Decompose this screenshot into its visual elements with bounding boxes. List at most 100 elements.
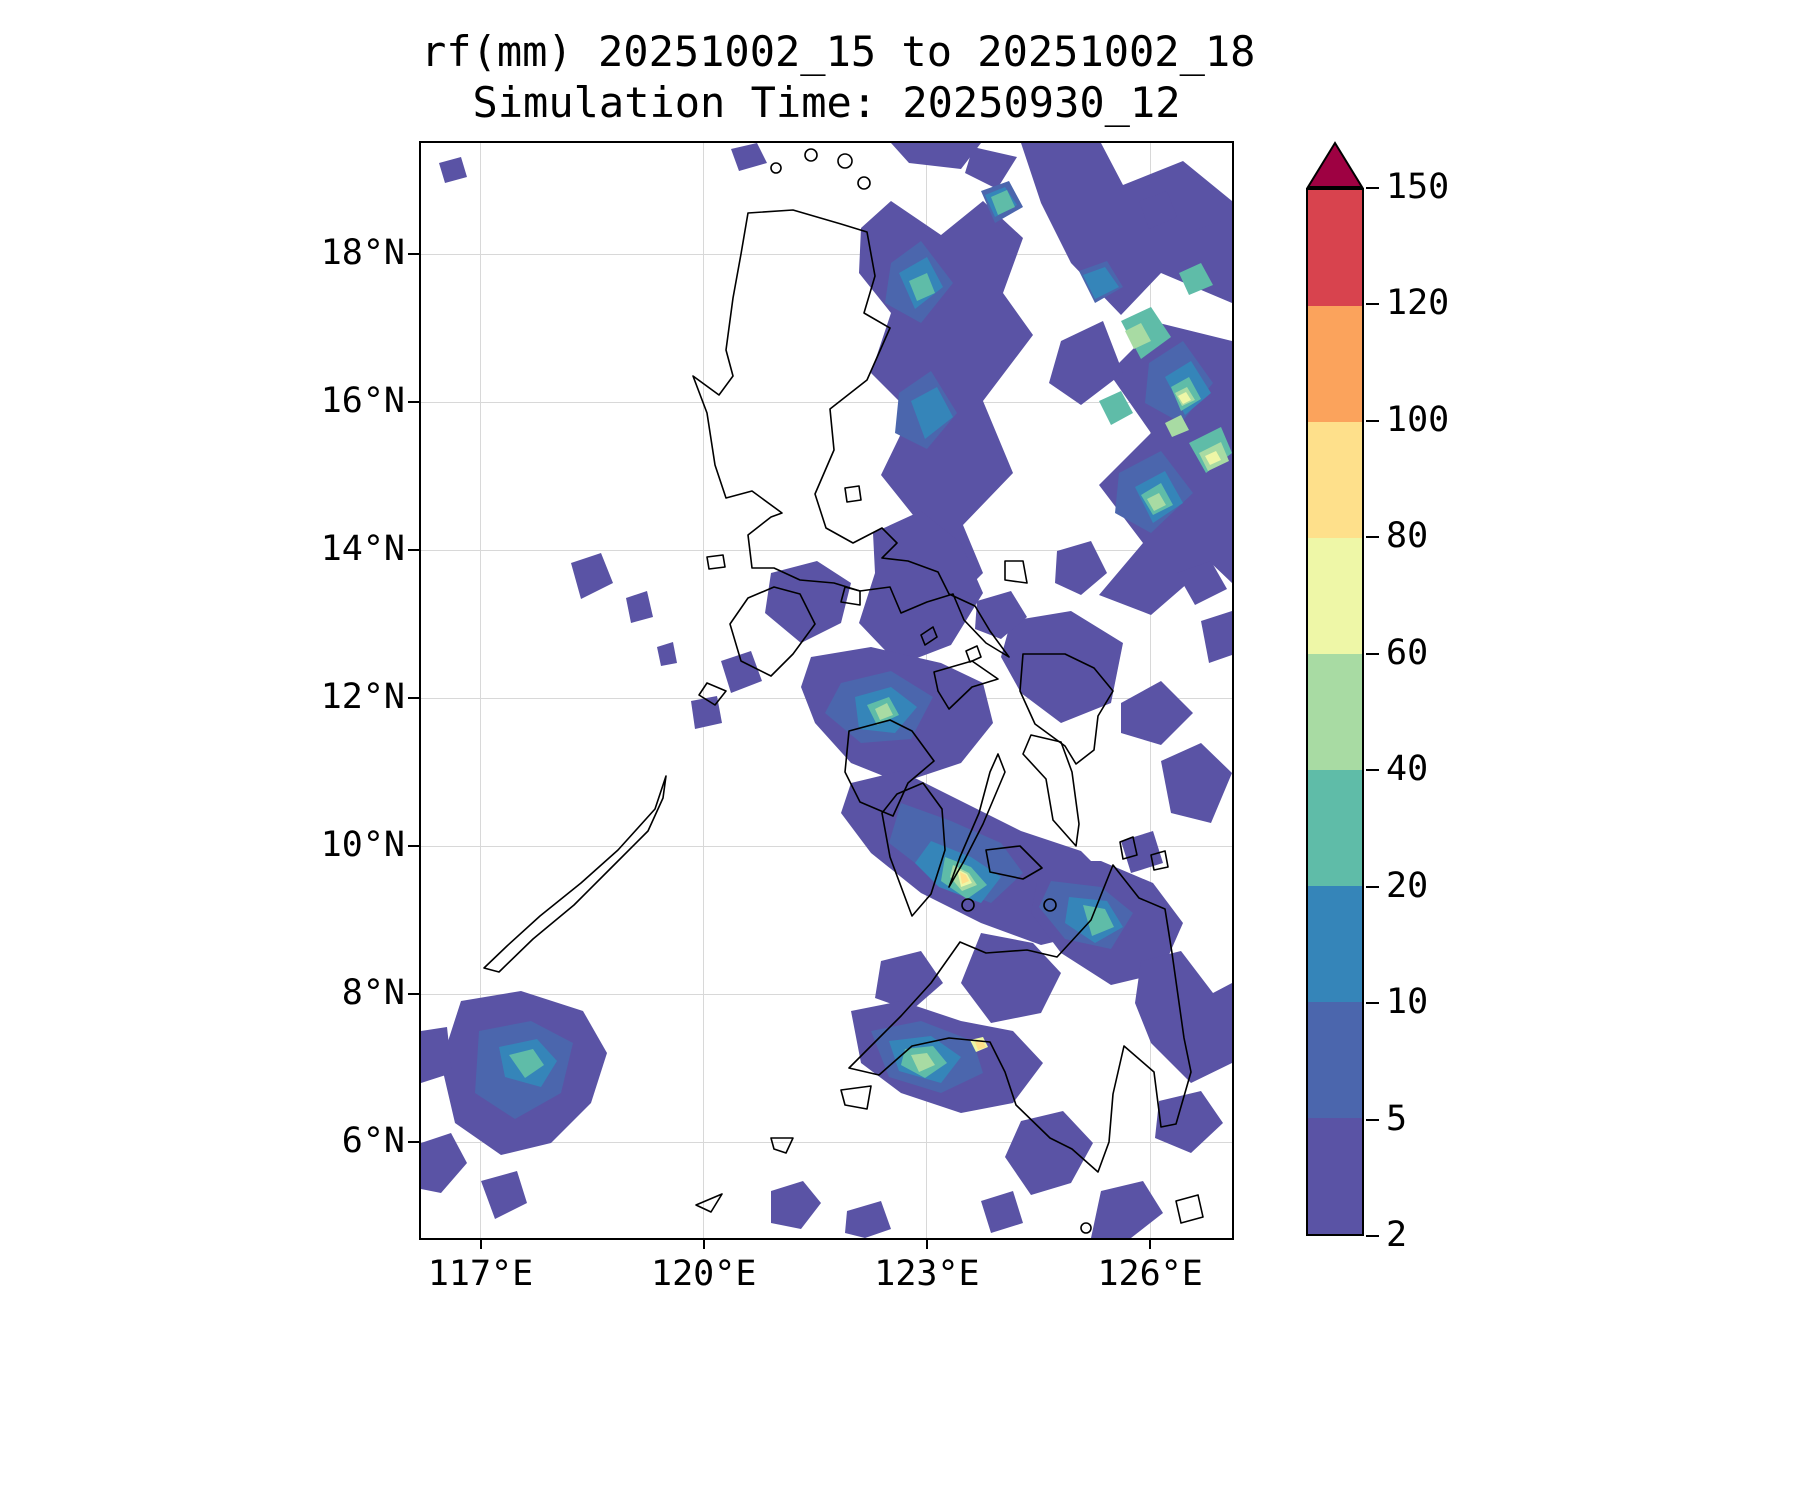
gridline-horizontal bbox=[421, 845, 1232, 847]
colorbar-tick-label: 100 bbox=[1386, 399, 1450, 440]
coastline-babuyan-2 bbox=[804, 148, 818, 162]
coastline-mindanao bbox=[848, 864, 1192, 1173]
colorbar-segments bbox=[1306, 188, 1364, 1236]
colorbar-segment-20-40 bbox=[1308, 770, 1362, 886]
colorbar-segment-80-100 bbox=[1308, 422, 1362, 538]
y-axis-tick-mark bbox=[408, 549, 419, 552]
coastline-lubang bbox=[706, 554, 726, 570]
x-axis-tick-mark bbox=[925, 1238, 928, 1249]
colorbar-tick-mark bbox=[1366, 769, 1379, 772]
coastline-layer bbox=[483, 148, 1204, 1234]
plot-title-line1: rf(mm) 20251002_15 to 20251002_18 bbox=[421, 27, 1256, 76]
colorbar-segment-60-80 bbox=[1308, 538, 1362, 654]
coastline-babuyan-4 bbox=[770, 162, 782, 174]
colorbar-tick-label: 20 bbox=[1386, 865, 1429, 906]
colorbar-tick-mark bbox=[1366, 885, 1379, 888]
coastline-panay bbox=[844, 719, 935, 817]
coastline-babuyan-3 bbox=[857, 176, 871, 190]
x-axis-tick-label: 123°E bbox=[874, 1254, 980, 1294]
x-axis-tick-mark bbox=[702, 1238, 705, 1249]
colorbar-tick-label: 5 bbox=[1386, 1098, 1408, 1139]
colorbar-tick-mark bbox=[1366, 1235, 1379, 1237]
x-axis-tick-label: 117°E bbox=[427, 1254, 534, 1294]
gridline-vertical bbox=[480, 143, 482, 1238]
colorbar-tick-label: 120 bbox=[1386, 283, 1450, 324]
y-axis-tick-mark bbox=[408, 253, 419, 256]
colorbar-tick-mark bbox=[1366, 536, 1379, 539]
coastline-bohol bbox=[985, 845, 1043, 880]
coastline-jolo bbox=[770, 1137, 794, 1154]
coastline-camiguin bbox=[1043, 898, 1057, 912]
coastline-marinduque bbox=[840, 586, 861, 606]
coastline-ticao bbox=[965, 645, 982, 663]
colorbar-tick-label: 2 bbox=[1386, 1215, 1408, 1255]
colorbar-segment-5-10 bbox=[1308, 1002, 1362, 1118]
y-axis-tick-label: 8°N bbox=[341, 973, 405, 1014]
colorbar-tick-label: 10 bbox=[1386, 982, 1429, 1023]
y-axis-tick-mark bbox=[408, 401, 419, 404]
colorbar-tick-mark bbox=[1366, 652, 1379, 655]
coastline-catanduanes bbox=[1004, 560, 1028, 584]
coastline-calamian bbox=[698, 682, 727, 706]
colorbar-segment-40-60 bbox=[1308, 654, 1362, 770]
x-axis-tick-label: 126°E bbox=[1097, 1254, 1203, 1294]
colorbar-tick-label: 150 bbox=[1386, 167, 1450, 207]
y-axis-tick-label: 16°N bbox=[320, 381, 405, 422]
y-axis-tick-label: 18°N bbox=[320, 233, 405, 274]
y-axis-tick-mark bbox=[408, 1141, 419, 1144]
plot-title: rf(mm) 20251002_15 to 20251002_18 Simula… bbox=[421, 26, 1256, 128]
coastline-siquijor bbox=[961, 898, 975, 912]
gridline-horizontal bbox=[421, 549, 1232, 551]
gridline-horizontal bbox=[421, 993, 1232, 995]
rain-layer-80-100mm bbox=[960, 872, 986, 1050]
colorbar-segment-120-150 bbox=[1308, 190, 1362, 306]
gridline-vertical bbox=[703, 143, 705, 1238]
coastline-basilan bbox=[840, 1085, 872, 1110]
philippines-rainfall-map bbox=[421, 143, 1232, 1238]
colorbar-tick-mark bbox=[1366, 303, 1379, 306]
colorbar-tick-mark bbox=[1366, 1002, 1379, 1005]
colorbar bbox=[1306, 141, 1364, 1236]
y-axis-tick-label: 6°N bbox=[341, 1121, 405, 1162]
colorbar-tick-mark bbox=[1366, 187, 1379, 189]
coastline-sangihe bbox=[1080, 1222, 1092, 1234]
coastline-dinagat bbox=[1119, 836, 1138, 860]
plot-title-line2: Simulation Time: 20250930_12 bbox=[472, 78, 1181, 128]
coastline-leyte bbox=[1022, 734, 1080, 847]
coastline-talaud bbox=[1175, 1194, 1204, 1224]
colorbar-tick-mark bbox=[1366, 419, 1379, 422]
coastline-palawan bbox=[483, 775, 667, 973]
coastline-luzon bbox=[692, 209, 1010, 658]
colorbar-tick-label: 80 bbox=[1386, 516, 1429, 557]
coastline-masbate bbox=[933, 660, 999, 710]
gridline-horizontal bbox=[421, 1141, 1232, 1143]
colorbar-tick-label: 60 bbox=[1386, 632, 1429, 673]
y-axis-tick-mark bbox=[408, 845, 419, 848]
x-axis-tick-mark bbox=[1149, 1238, 1152, 1249]
colorbar-over-arrow bbox=[1306, 141, 1364, 188]
coastline-cebu bbox=[948, 753, 1006, 888]
colorbar-segment-2-5 bbox=[1308, 1118, 1362, 1234]
x-axis-tick-mark bbox=[479, 1238, 482, 1249]
x-axis-tick-label: 120°E bbox=[651, 1254, 757, 1294]
colorbar-segment-10-20 bbox=[1308, 886, 1362, 1002]
coastline-tawi-tawi bbox=[695, 1193, 723, 1213]
coastline-babuyan-1 bbox=[837, 153, 853, 169]
coastline-burias bbox=[920, 626, 938, 646]
y-axis-tick-label: 10°N bbox=[320, 825, 405, 866]
y-axis-tick-label: 14°N bbox=[320, 529, 405, 570]
rain-layer-40-60mm bbox=[875, 323, 1229, 1072]
colorbar-tick-mark bbox=[1366, 1118, 1379, 1121]
map-plot-area bbox=[419, 141, 1234, 1240]
coastline-samar bbox=[1019, 653, 1114, 765]
y-axis-tick-label: 12°N bbox=[320, 677, 405, 718]
y-axis-tick-mark bbox=[408, 993, 419, 996]
coastline-negros bbox=[881, 782, 946, 917]
colorbar-tick-label: 40 bbox=[1386, 749, 1429, 790]
gridline-horizontal bbox=[421, 253, 1232, 255]
colorbar-segment-100-120 bbox=[1308, 306, 1362, 422]
y-axis-tick-mark bbox=[408, 697, 419, 700]
coastline-siargao bbox=[1150, 850, 1169, 871]
coastline-polillo bbox=[844, 485, 862, 503]
